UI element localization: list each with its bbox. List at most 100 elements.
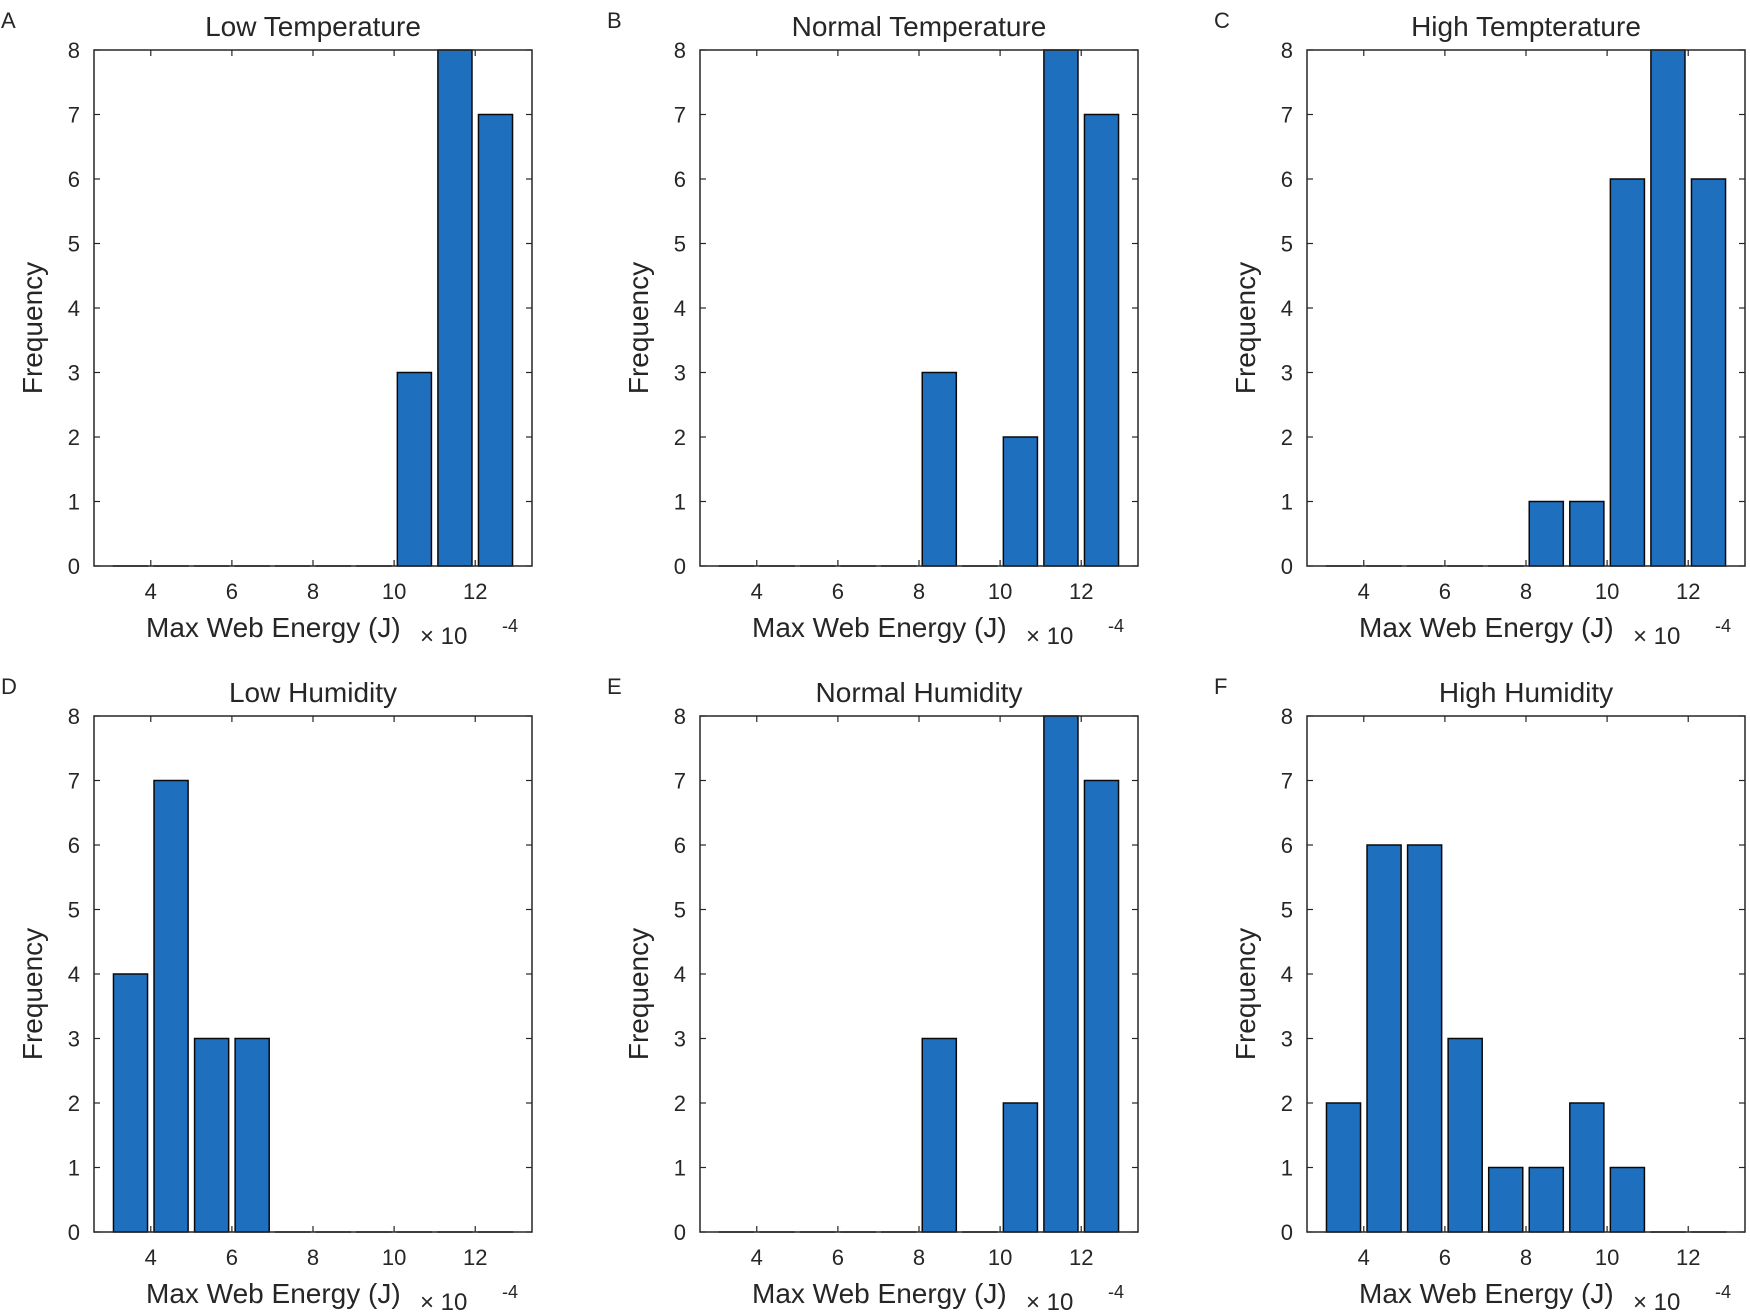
x-tick-label: 6 bbox=[1439, 579, 1451, 604]
bar bbox=[234, 1037, 270, 1233]
x-tick-label: 6 bbox=[226, 579, 238, 604]
bar bbox=[1325, 1102, 1362, 1233]
x-tick-label: 4 bbox=[145, 579, 157, 604]
x-tick-label: 6 bbox=[832, 579, 844, 604]
x-exponent-power: -4 bbox=[1715, 1282, 1731, 1302]
bar bbox=[1569, 500, 1605, 567]
y-tick-label: 7 bbox=[674, 769, 686, 794]
y-tick-label: 6 bbox=[1281, 833, 1293, 858]
x-tick-label: 8 bbox=[307, 1245, 319, 1270]
y-tick-label: 2 bbox=[1281, 1091, 1293, 1116]
x-tick-label: 6 bbox=[1439, 1245, 1451, 1270]
bar bbox=[1569, 1102, 1605, 1233]
x-exponent: × 10 bbox=[1633, 1289, 1680, 1315]
y-tick-label: 2 bbox=[674, 1091, 686, 1116]
x-axis-label: Max Web Energy (J) bbox=[752, 612, 1007, 643]
bar bbox=[193, 1037, 230, 1233]
chart-title: Low Temperature bbox=[205, 11, 421, 42]
y-tick-label: 5 bbox=[68, 232, 80, 257]
y-tick-label: 7 bbox=[68, 769, 80, 794]
chart-title: High Humidity bbox=[1439, 677, 1613, 708]
bar bbox=[396, 371, 433, 567]
y-tick-label: 8 bbox=[68, 38, 80, 63]
y-tick-label: 2 bbox=[1281, 425, 1293, 450]
bar bbox=[1609, 178, 1646, 567]
panel-label: E bbox=[607, 674, 622, 699]
y-tick-label: 3 bbox=[68, 1027, 80, 1052]
x-tick-label: 8 bbox=[913, 1245, 925, 1270]
x-exponent-power: -4 bbox=[1108, 1282, 1124, 1302]
y-axis-label: Frequency bbox=[623, 928, 654, 1060]
x-tick-label: 12 bbox=[463, 579, 487, 604]
x-tick-label: 8 bbox=[1520, 579, 1532, 604]
x-tick-label: 12 bbox=[1676, 579, 1700, 604]
y-axis-label: Frequency bbox=[17, 928, 48, 1060]
y-tick-label: 3 bbox=[68, 361, 80, 386]
y-tick-label: 1 bbox=[1281, 490, 1293, 515]
bar bbox=[1528, 500, 1565, 567]
x-exponent-power: -4 bbox=[1715, 616, 1731, 636]
x-tick-label: 6 bbox=[226, 1245, 238, 1270]
chart-title: Normal Temperature bbox=[792, 11, 1047, 42]
x-axis-label: Max Web Energy (J) bbox=[752, 1278, 1007, 1309]
y-tick-label: 2 bbox=[674, 425, 686, 450]
y-axis-label: Frequency bbox=[623, 262, 654, 394]
y-tick-label: 7 bbox=[1281, 103, 1293, 128]
y-tick-label: 6 bbox=[68, 167, 80, 192]
x-tick-label: 4 bbox=[145, 1245, 157, 1270]
bar bbox=[1406, 844, 1443, 1233]
chart-title: Normal Humidity bbox=[816, 677, 1023, 708]
bar bbox=[1002, 1102, 1039, 1233]
y-tick-label: 1 bbox=[68, 490, 80, 515]
y-tick-label: 8 bbox=[68, 704, 80, 729]
y-tick-label: 4 bbox=[68, 962, 80, 987]
panel-label: A bbox=[1, 8, 16, 33]
x-axis-label: Max Web Energy (J) bbox=[1359, 1278, 1614, 1309]
y-tick-label: 8 bbox=[1281, 38, 1293, 63]
panel-label: F bbox=[1214, 674, 1227, 699]
y-tick-label: 8 bbox=[674, 704, 686, 729]
y-tick-label: 7 bbox=[1281, 769, 1293, 794]
x-tick-label: 10 bbox=[1595, 579, 1619, 604]
y-tick-label: 5 bbox=[1281, 232, 1293, 257]
x-exponent-power: -4 bbox=[502, 616, 518, 636]
x-exponent: × 10 bbox=[1026, 623, 1073, 650]
y-tick-label: 5 bbox=[68, 898, 80, 923]
y-tick-label: 0 bbox=[68, 554, 80, 579]
x-tick-label: 8 bbox=[1520, 1245, 1532, 1270]
bar bbox=[153, 779, 189, 1233]
bar bbox=[1447, 1037, 1483, 1233]
y-tick-label: 0 bbox=[68, 1220, 80, 1245]
bar bbox=[1609, 1166, 1646, 1233]
y-tick-label: 4 bbox=[1281, 296, 1293, 321]
bar bbox=[1043, 49, 1079, 567]
y-tick-label: 1 bbox=[68, 1156, 80, 1181]
bar bbox=[1690, 178, 1727, 567]
x-tick-label: 6 bbox=[832, 1245, 844, 1270]
y-tick-label: 4 bbox=[68, 296, 80, 321]
bar bbox=[1043, 715, 1079, 1233]
bar bbox=[1002, 436, 1039, 567]
panel-label: B bbox=[607, 8, 622, 33]
y-tick-label: 1 bbox=[674, 490, 686, 515]
y-tick-label: 6 bbox=[674, 167, 686, 192]
y-tick-label: 0 bbox=[1281, 554, 1293, 579]
y-tick-label: 8 bbox=[674, 38, 686, 63]
x-tick-label: 10 bbox=[1595, 1245, 1619, 1270]
y-tick-label: 5 bbox=[674, 232, 686, 257]
y-tick-label: 2 bbox=[68, 1091, 80, 1116]
x-exponent: × 10 bbox=[1633, 623, 1680, 650]
panel-label: C bbox=[1214, 8, 1230, 33]
x-axis-label: Max Web Energy (J) bbox=[146, 1278, 401, 1309]
x-exponent: × 10 bbox=[420, 1289, 467, 1315]
y-tick-label: 0 bbox=[674, 1220, 686, 1245]
bar bbox=[1487, 1166, 1524, 1233]
x-tick-label: 8 bbox=[913, 579, 925, 604]
x-tick-label: 8 bbox=[307, 579, 319, 604]
y-tick-label: 0 bbox=[1281, 1220, 1293, 1245]
